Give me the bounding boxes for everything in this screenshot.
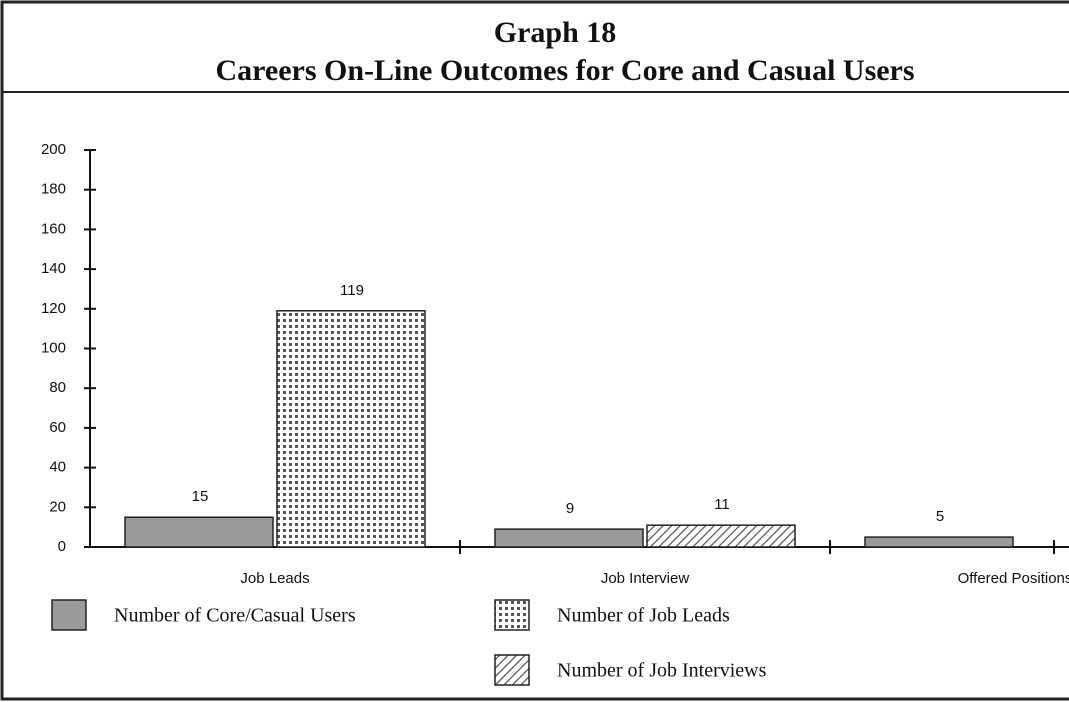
legend-swatch	[494, 599, 530, 631]
value-label: 119	[340, 282, 364, 299]
x-tick-label: Job Interview	[601, 570, 690, 587]
y-tick-label: 180	[41, 181, 66, 198]
value-label: 11	[714, 496, 730, 513]
legend-swatch	[51, 599, 87, 631]
y-tick-label: 20	[49, 498, 66, 515]
bar	[494, 528, 644, 548]
bar	[124, 516, 274, 548]
legend-label: Number of Core/Casual Users	[114, 605, 356, 627]
bar	[276, 310, 426, 548]
y-tick-label: 0	[58, 538, 66, 555]
y-tick-label: 100	[41, 339, 66, 356]
bar	[646, 524, 796, 548]
y-tick-label: 60	[49, 419, 66, 436]
x-tick-label: Job Leads	[240, 570, 309, 587]
y-tick-label: 140	[41, 260, 66, 277]
y-tick-label: 80	[49, 379, 66, 396]
value-label: 15	[192, 488, 209, 505]
y-tick-label: 120	[41, 300, 66, 317]
x-tick-label: Offered Positions	[958, 570, 1069, 587]
y-tick-label: 40	[49, 459, 66, 476]
legend-label: Number of Job Leads	[557, 605, 730, 627]
chart-subtitle: Careers On-Line Outcomes for Core and Ca…	[215, 54, 914, 87]
bar	[864, 536, 1014, 548]
value-label: 5	[936, 508, 944, 525]
legend-label: Number of Job Interviews	[557, 660, 767, 682]
y-tick-label: 160	[41, 220, 66, 237]
y-tick-label: 200	[41, 141, 66, 158]
chart-title: Graph 18	[494, 16, 617, 49]
legend-swatch	[494, 654, 530, 686]
value-label: 9	[566, 500, 574, 517]
